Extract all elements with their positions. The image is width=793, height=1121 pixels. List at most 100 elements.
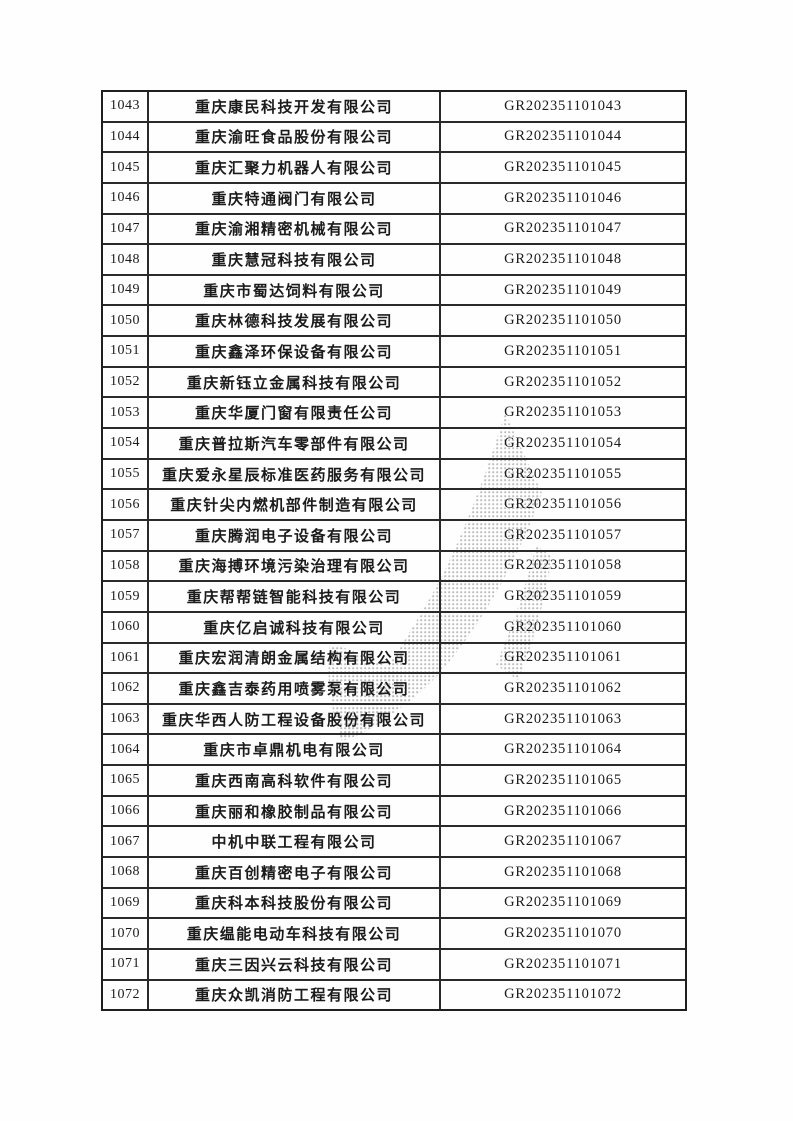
company-cell: 重庆鑫泽环保设备有限公司 (149, 337, 441, 366)
company-cell: 重庆汇聚力机器人有限公司 (149, 153, 441, 182)
cert-cell: GR202351101043 (504, 97, 622, 114)
company-cell: 重庆康民科技开发有限公司 (149, 92, 441, 121)
company-cell: 重庆宏润清朗金属结构有限公司 (149, 643, 441, 673)
cert-cell: GR202351101049 (504, 281, 622, 298)
company-cell: 重庆帮帮链智能科技有限公司 (149, 582, 441, 611)
company-cell: 重庆特通阀门有限公司 (149, 183, 441, 213)
company-cell: 重庆腾润电子设备有限公司 (149, 520, 441, 550)
company-cell: 重庆亿启诚科技有限公司 (149, 612, 441, 642)
serial-cell: 1048 (103, 245, 149, 274)
cert-cell: GR202351101064 (504, 741, 622, 758)
table-row: 1047 重庆渝湘精密机械有限公司 GR202351101047 (103, 212, 685, 244)
serial-cell: 1058 (103, 551, 149, 581)
cert-cell: GR202351101069 (504, 894, 622, 911)
cert-cell: GR202351101059 (504, 588, 622, 605)
cert-cell: GR202351101065 (504, 771, 622, 788)
serial-cell: 1071 (103, 949, 149, 979)
company-cell: 重庆西南高科软件有限公司 (149, 766, 441, 795)
serial-cell: 1056 (103, 490, 149, 519)
company-cell: 重庆百创精密电子有限公司 (149, 858, 441, 887)
cert-cell: GR202351101057 (504, 526, 622, 543)
table-row: 1053 重庆华厦门窗有限责任公司 GR202351101053 (103, 396, 685, 428)
table-row: 1062 重庆鑫吉泰药用喷雾泵有限公司 GR202351101062 (103, 672, 685, 703)
company-cell: 重庆科本科技股份有限公司 (149, 888, 441, 918)
serial-cell: 1066 (103, 796, 149, 826)
serial-cell: 1064 (103, 735, 149, 765)
cert-cell: GR202351101044 (504, 128, 622, 145)
table-row: 1057 重庆腾润电子设备有限公司 GR202351101057 (103, 518, 685, 550)
table-row: 1044 重庆渝旺食品股份有限公司 GR202351101044 (103, 120, 685, 152)
company-cell: 重庆慧冠科技有限公司 (149, 245, 441, 274)
table-row: 1052 重庆新钰立金属科技有限公司 GR202351101052 (103, 365, 685, 397)
cert-cell: GR202351101072 (504, 986, 622, 1003)
serial-cell: 1069 (103, 888, 149, 918)
table-row: 1046 重庆特通阀门有限公司 GR202351101046 (103, 181, 685, 213)
cert-cell: GR202351101052 (504, 373, 622, 390)
serial-cell: 1047 (103, 214, 149, 244)
company-cell: 重庆爱永星辰标准医药服务有限公司 (149, 459, 441, 489)
company-cell: 重庆海搏环境污染治理有限公司 (149, 551, 441, 581)
cert-cell: GR202351101048 (504, 251, 622, 268)
cert-cell: GR202351101058 (504, 557, 622, 574)
cert-cell: GR202351101063 (504, 710, 622, 727)
table-row: 1049 重庆市蜀达饲料有限公司 GR202351101049 (103, 273, 685, 305)
company-cell: 重庆众凯消防工程有限公司 (149, 980, 441, 1010)
company-cell: 重庆市蜀达饲料有限公司 (149, 275, 441, 305)
table-row: 1063 重庆华西人防工程设备股份有限公司 GR202351101063 (103, 702, 685, 734)
company-cell: 重庆市卓鼎机电有限公司 (149, 735, 441, 765)
cert-cell: GR202351101062 (504, 679, 622, 696)
table-row: 1055 重庆爱永星辰标准医药服务有限公司 GR202351101055 (103, 457, 685, 489)
cert-cell: GR202351101070 (504, 925, 622, 942)
table-row: 1048 重庆慧冠科技有限公司 GR202351101048 (103, 243, 685, 274)
serial-cell: 1053 (103, 398, 149, 428)
serial-cell: 1060 (103, 612, 149, 642)
cert-cell: GR202351101047 (504, 220, 622, 237)
serial-cell: 1044 (103, 122, 149, 152)
table-row: 1065 重庆西南高科软件有限公司 GR202351101065 (103, 764, 685, 795)
serial-cell: 1072 (103, 980, 149, 1010)
company-cell: 重庆鑫吉泰药用喷雾泵有限公司 (149, 674, 441, 703)
company-cell: 重庆渝湘精密机械有限公司 (149, 214, 441, 244)
table-row: 1068 重庆百创精密电子有限公司 GR202351101068 (103, 856, 685, 887)
serial-cell: 1067 (103, 827, 149, 857)
company-cell: 重庆缊能电动车科技有限公司 (149, 919, 441, 948)
serial-cell: 1070 (103, 919, 149, 948)
serial-cell: 1065 (103, 766, 149, 795)
cert-cell: GR202351101068 (504, 863, 622, 880)
cert-cell: GR202351101045 (504, 159, 622, 176)
table-row: 1067 中机中联工程有限公司 GR202351101067 (103, 825, 685, 857)
serial-cell: 1049 (103, 275, 149, 305)
cert-cell: GR202351101060 (504, 618, 622, 635)
table-row: 1072 重庆众凯消防工程有限公司 GR202351101072 (103, 978, 685, 1010)
table-row: 1070 重庆缊能电动车科技有限公司 GR202351101070 (103, 917, 685, 948)
certificate-table: 1043 重庆康民科技开发有限公司 GR202351101043 1044 重庆渝旺食品… (101, 90, 687, 1011)
company-cell: 重庆针尖内燃机部件制造有限公司 (149, 490, 441, 519)
serial-cell: 1061 (103, 643, 149, 673)
serial-cell: 1059 (103, 582, 149, 611)
cert-cell: GR202351101056 (504, 496, 622, 513)
cert-cell: GR202351101051 (504, 342, 622, 359)
company-cell: 重庆三因兴云科技有限公司 (149, 949, 441, 979)
table-row: 1051 重庆鑫泽环保设备有限公司 GR202351101051 (103, 335, 685, 366)
cert-cell: GR202351101061 (504, 649, 622, 666)
cert-cell: GR202351101054 (504, 434, 622, 451)
cert-cell: GR202351101050 (504, 312, 622, 329)
company-cell: 重庆林德科技发展有限公司 (149, 306, 441, 336)
company-cell: 重庆新钰立金属科技有限公司 (149, 367, 441, 397)
cert-cell: GR202351101071 (504, 955, 622, 972)
serial-cell: 1054 (103, 429, 149, 458)
company-cell: 重庆华西人防工程设备股份有限公司 (149, 704, 441, 734)
table-row: 1066 重庆丽和橡胶制品有限公司 GR202351101066 (103, 794, 685, 826)
table-row: 1069 重庆科本科技股份有限公司 GR202351101069 (103, 886, 685, 918)
cert-cell: GR202351101066 (504, 802, 622, 819)
table-row: 1058 重庆海搏环境污染治理有限公司 GR202351101058 (103, 549, 685, 581)
serial-cell: 1052 (103, 367, 149, 397)
table-row: 1043 重庆康民科技开发有限公司 GR202351101043 (103, 92, 685, 121)
company-cell: 重庆普拉斯汽车零部件有限公司 (149, 429, 441, 458)
serial-cell: 1068 (103, 858, 149, 887)
company-cell: 重庆华厦门窗有限责任公司 (149, 398, 441, 428)
company-cell: 中机中联工程有限公司 (149, 827, 441, 857)
cert-cell: GR202351101067 (504, 833, 622, 850)
serial-cell: 1046 (103, 183, 149, 213)
